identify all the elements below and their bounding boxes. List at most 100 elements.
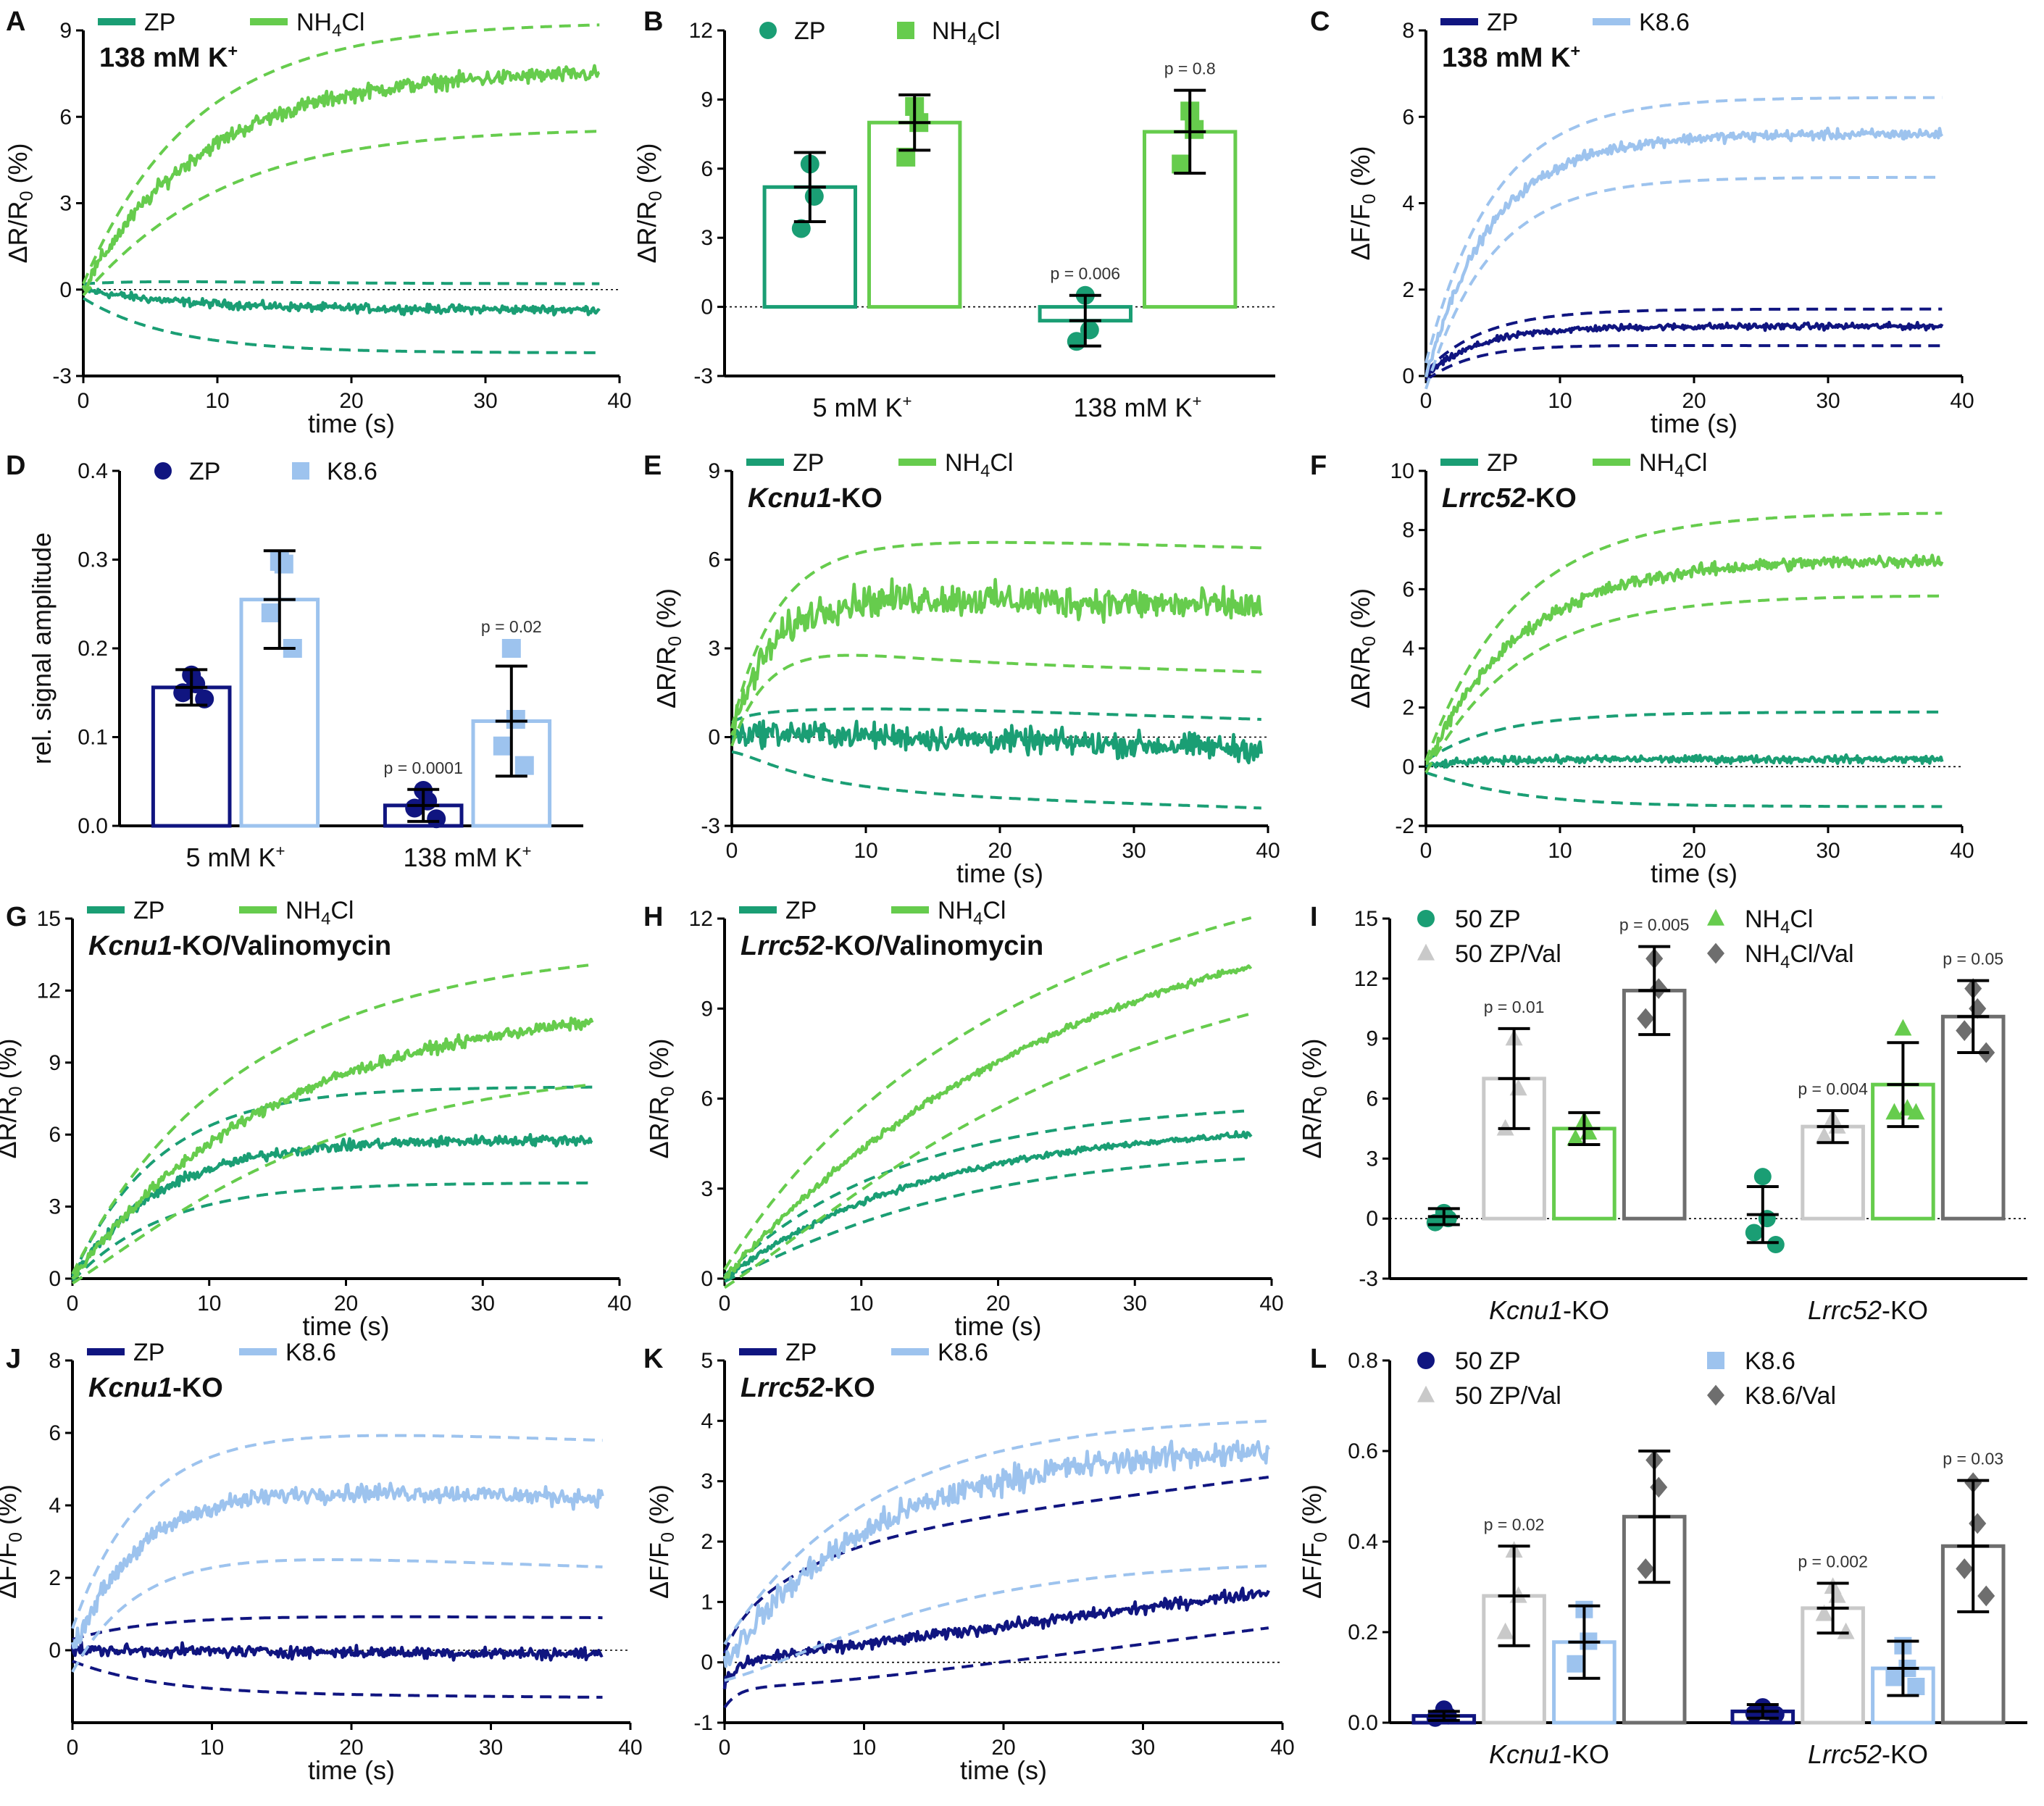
sem-upper-k86	[1424, 96, 1943, 364]
panel-letter: G	[6, 902, 28, 932]
legend-label: ZP	[785, 1339, 817, 1366]
legend-marker	[1417, 910, 1435, 927]
sem-upper-nh4cl	[730, 540, 1261, 729]
y-tick-label: 9	[708, 459, 720, 483]
y-axis-label: ΔR/R0 (%)	[644, 1038, 678, 1158]
y-axis-label: ΔR/R0 (%)	[1346, 588, 1380, 708]
sem-lower-nh4cl	[1424, 594, 1943, 774]
trace-nh4cl	[1425, 553, 1944, 765]
legend-marker	[1417, 943, 1435, 961]
y-axis-label: ΔR/R0 (%)	[3, 143, 37, 263]
legend-marker	[292, 462, 309, 480]
y-axis-label: ΔR/R0 (%)	[632, 143, 666, 263]
y-tick-label: 12	[689, 19, 713, 43]
data-point	[804, 186, 824, 206]
y-tick-label: 3	[701, 226, 713, 250]
y-tick-label: 10	[1390, 459, 1414, 483]
y-tick-label: 0.2	[1348, 1621, 1378, 1644]
y-axis-label: ΔF/F0 (%)	[644, 1484, 678, 1599]
legend-label: NH4Cl	[285, 897, 354, 929]
x-tick-label: 0	[719, 1292, 731, 1316]
y-tick-label: 0.3	[78, 548, 108, 572]
x-tick-label: 20	[339, 389, 363, 413]
y-tick-label: 6	[1402, 577, 1414, 601]
legend-label: K8.6	[285, 1339, 336, 1366]
data-point	[1815, 1126, 1833, 1144]
legend-marker	[1417, 1352, 1435, 1369]
trace-zp	[1425, 320, 1944, 377]
sem-lower-zp	[723, 1626, 1269, 1709]
y-tick-label: 3	[59, 192, 72, 216]
data-point	[1567, 1655, 1585, 1673]
legend-marker	[759, 22, 777, 39]
y-tick-label: 9	[49, 1051, 61, 1075]
sem-lower-nh4cl	[82, 130, 600, 296]
data-point	[1837, 1622, 1855, 1639]
p-value: p = 0.03	[1943, 1450, 2003, 1468]
sem-lower-nh4cl	[730, 653, 1261, 747]
sem-upper-k86	[723, 1419, 1269, 1645]
sem-upper-zp	[72, 1615, 603, 1641]
trace-nh4cl	[71, 1016, 594, 1280]
y-tick-label: 6	[701, 157, 713, 181]
legend-label: ZP	[794, 17, 825, 45]
y-tick-label: 0	[701, 1651, 713, 1675]
condition-note: Lrrc52-KO	[741, 1373, 875, 1403]
trace-k86	[70, 1481, 604, 1650]
condition-note: Lrrc52-KO	[1442, 483, 1577, 514]
y-tick-label: 6	[708, 548, 720, 572]
y-axis-label: rel. signal amplitude	[27, 532, 57, 764]
legend-label: K8.6	[1745, 1347, 1795, 1375]
data-point	[1426, 1213, 1444, 1232]
data-point	[1969, 1513, 1987, 1534]
category-label: 138 mM K+	[1073, 392, 1201, 422]
data-point	[1815, 1604, 1833, 1621]
sem-upper-k86	[71, 1434, 603, 1629]
panel-B: B -3 0 3 6 9 12 ΔR/R0 (%) 5 mM K+ 138 mM K+ p = 0.…	[632, 7, 1275, 422]
trace-nh4cl	[730, 577, 1263, 736]
sem-lower-zp	[72, 1660, 603, 1699]
y-tick-label: 3	[708, 637, 720, 661]
trace-zp	[730, 719, 1264, 765]
data-point	[501, 639, 521, 658]
legend-label: NH4Cl/Val	[1745, 940, 1854, 972]
y-tick-label: 2	[1402, 696, 1414, 720]
trace-zp	[1425, 753, 1944, 769]
legend-label: ZP	[1487, 9, 1518, 36]
x-tick-label: 20	[1682, 389, 1706, 413]
x-axis-label: time (s)	[956, 858, 1043, 888]
condition-note: Kcnu1-KO/Valinomycin	[88, 931, 391, 961]
data-point	[1766, 1236, 1785, 1254]
y-tick-label: 0	[701, 1267, 713, 1291]
trace-zp	[70, 1132, 593, 1280]
y-tick-label: 2	[701, 1530, 713, 1554]
y-tick-label: 15	[1354, 907, 1378, 931]
y-tick-label: 6	[701, 1087, 713, 1111]
y-axis-label: ΔR/R0 (%)	[651, 588, 685, 708]
y-tick-label: 0	[49, 1267, 61, 1291]
y-tick-label: -3	[693, 364, 713, 388]
sem-lower-k86	[1424, 175, 1943, 390]
legend-label: ZP	[133, 1339, 164, 1366]
panel-letter: J	[6, 1344, 21, 1374]
data-point	[405, 798, 425, 818]
y-tick-label: 6	[49, 1123, 61, 1147]
x-tick-label: 30	[1816, 839, 1840, 863]
p-value: p = 0.0001	[384, 758, 463, 777]
x-tick-label: 0	[1420, 839, 1432, 863]
legend-label: NH4Cl	[932, 17, 1000, 49]
sem-lower-k86	[71, 1558, 603, 1673]
data-point	[1637, 1008, 1655, 1029]
legend-label: NH4Cl	[945, 449, 1013, 481]
x-tick-label: 40	[1950, 839, 1974, 863]
y-tick-label: 6	[49, 1421, 61, 1445]
data-point	[1753, 1168, 1772, 1186]
panel-letter: D	[6, 451, 25, 481]
y-axis-label: ΔR/R0 (%)	[1297, 1038, 1331, 1158]
sem-lower-zp	[731, 750, 1261, 810]
x-axis-label: time (s)	[960, 1755, 1047, 1785]
data-point	[1907, 1678, 1925, 1695]
sem-lower-zp	[82, 296, 600, 354]
y-tick-label: 0.2	[78, 637, 108, 661]
